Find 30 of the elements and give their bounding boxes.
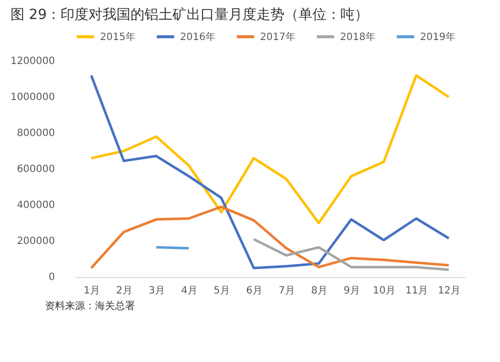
- line-series: [90, 74, 450, 224]
- x-tick-label: 5月: [214, 286, 230, 296]
- line-series: [90, 74, 450, 270]
- y-tick-label: 0: [48, 272, 55, 283]
- text: 资料来源：海关总署: [45, 300, 135, 312]
- x-tick-label: 6月: [246, 286, 262, 296]
- y-tick-label: 200000: [16, 236, 55, 247]
- line-series: [252, 238, 450, 272]
- legend-label: 2017年: [260, 30, 296, 43]
- x-tick-label: 3月: [148, 286, 165, 296]
- y-tick-label: 600000: [16, 164, 55, 175]
- x-tick-label: 7月: [278, 286, 295, 296]
- y-tick-label: 400000: [16, 200, 55, 211]
- x-tick-label: 1月: [84, 286, 100, 296]
- x-tick-label: 11月: [405, 286, 428, 296]
- x-tick-label: 12月: [438, 286, 461, 296]
- y-tick-label: 800000: [16, 128, 55, 139]
- legend-label: 2016年: [180, 30, 216, 43]
- y-tick-label: 1200000: [10, 56, 55, 67]
- x-tick-label: 10月: [372, 286, 396, 296]
- legend-label: 2019年: [420, 30, 456, 43]
- chart-title: 图 29：印度对我国的铝土矿出口量月度走势（单位：吨）: [10, 7, 369, 23]
- x-tick-label: 8月: [311, 286, 328, 296]
- legend-label: 2015年: [100, 30, 136, 43]
- legend-label: 2018年: [340, 30, 376, 43]
- x-tick-label: 2月: [116, 286, 132, 296]
- x-tick-label: 4月: [181, 286, 198, 296]
- y-tick-label: 1000000: [10, 92, 55, 103]
- x-tick-label: 9月: [344, 286, 360, 296]
- line-series: [90, 206, 450, 270]
